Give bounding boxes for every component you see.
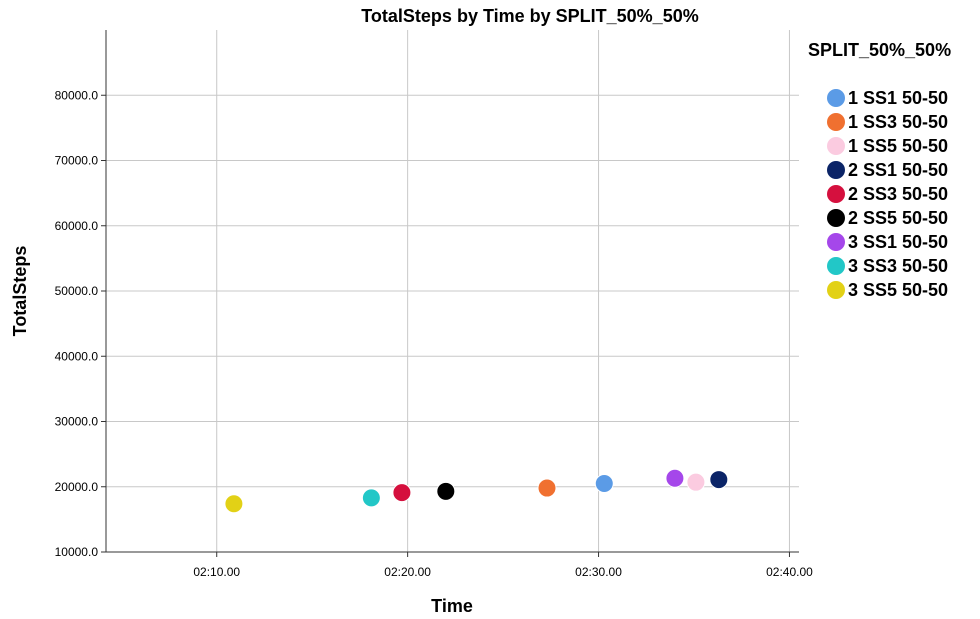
y-tick-label: 30000.0: [55, 415, 99, 429]
data-point: [392, 483, 412, 503]
data-point: [594, 473, 614, 493]
data-point: [686, 472, 706, 492]
data-point: [709, 470, 729, 490]
legend-marker: [827, 89, 845, 107]
data-point: [361, 488, 381, 508]
y-tick-label: 80000.0: [55, 88, 99, 102]
data-point: [436, 481, 456, 501]
legend-label: 2 SS1 50-50: [848, 160, 948, 180]
y-tick-label: 70000.0: [55, 154, 99, 168]
legend-marker: [827, 113, 845, 131]
data-point: [224, 494, 244, 514]
y-tick-label: 40000.0: [55, 349, 99, 363]
chart-title: TotalSteps by Time by SPLIT_50%_50%: [361, 6, 698, 26]
legend-label: 1 SS5 50-50: [848, 136, 948, 156]
legend-marker: [827, 185, 845, 203]
legend-title: SPLIT_50%_50%: [808, 40, 951, 60]
data-point: [537, 478, 557, 498]
data-points: [224, 468, 729, 514]
legend-label: 3 SS1 50-50: [848, 232, 948, 252]
x-tick-label: 02:30.00: [575, 565, 622, 579]
legend-marker: [827, 281, 845, 299]
legend-label: 3 SS3 50-50: [848, 256, 948, 276]
y-axis-title: TotalSteps: [10, 246, 30, 337]
x-tick-label: 02:40.00: [766, 565, 813, 579]
y-tick-label: 20000.0: [55, 480, 99, 494]
legend-label: 3 SS5 50-50: [848, 280, 948, 300]
y-tick-labels: 10000.0 20000.0 30000.0 40000.0 50000.0 60000…: [55, 88, 106, 559]
x-tick-labels: 02:10.00 02:20.00 02:30.00 02:40.00: [193, 552, 813, 579]
y-tick-label: 50000.0: [55, 284, 99, 298]
legend-marker: [827, 161, 845, 179]
legend-label: 2 SS3 50-50: [848, 184, 948, 204]
x-tick-label: 02:20.00: [384, 565, 431, 579]
legend-marker: [827, 209, 845, 227]
legend-marker: [827, 137, 845, 155]
legend-label: 1 SS1 50-50: [848, 88, 948, 108]
data-point: [665, 468, 685, 488]
legend-label: 1 SS3 50-50: [848, 112, 948, 132]
y-tick-label: 60000.0: [55, 219, 99, 233]
legend-label: 2 SS5 50-50: [848, 208, 948, 228]
y-tick-label: 10000.0: [55, 545, 99, 559]
legend-marker: [827, 233, 845, 251]
legend: SPLIT_50%_50% 1 SS1 50-50 1 SS3 50-50 1 SS…: [808, 40, 951, 300]
x-axis-title: Time: [431, 596, 473, 616]
legend-marker: [827, 257, 845, 275]
x-tick-label: 02:10.00: [193, 565, 240, 579]
